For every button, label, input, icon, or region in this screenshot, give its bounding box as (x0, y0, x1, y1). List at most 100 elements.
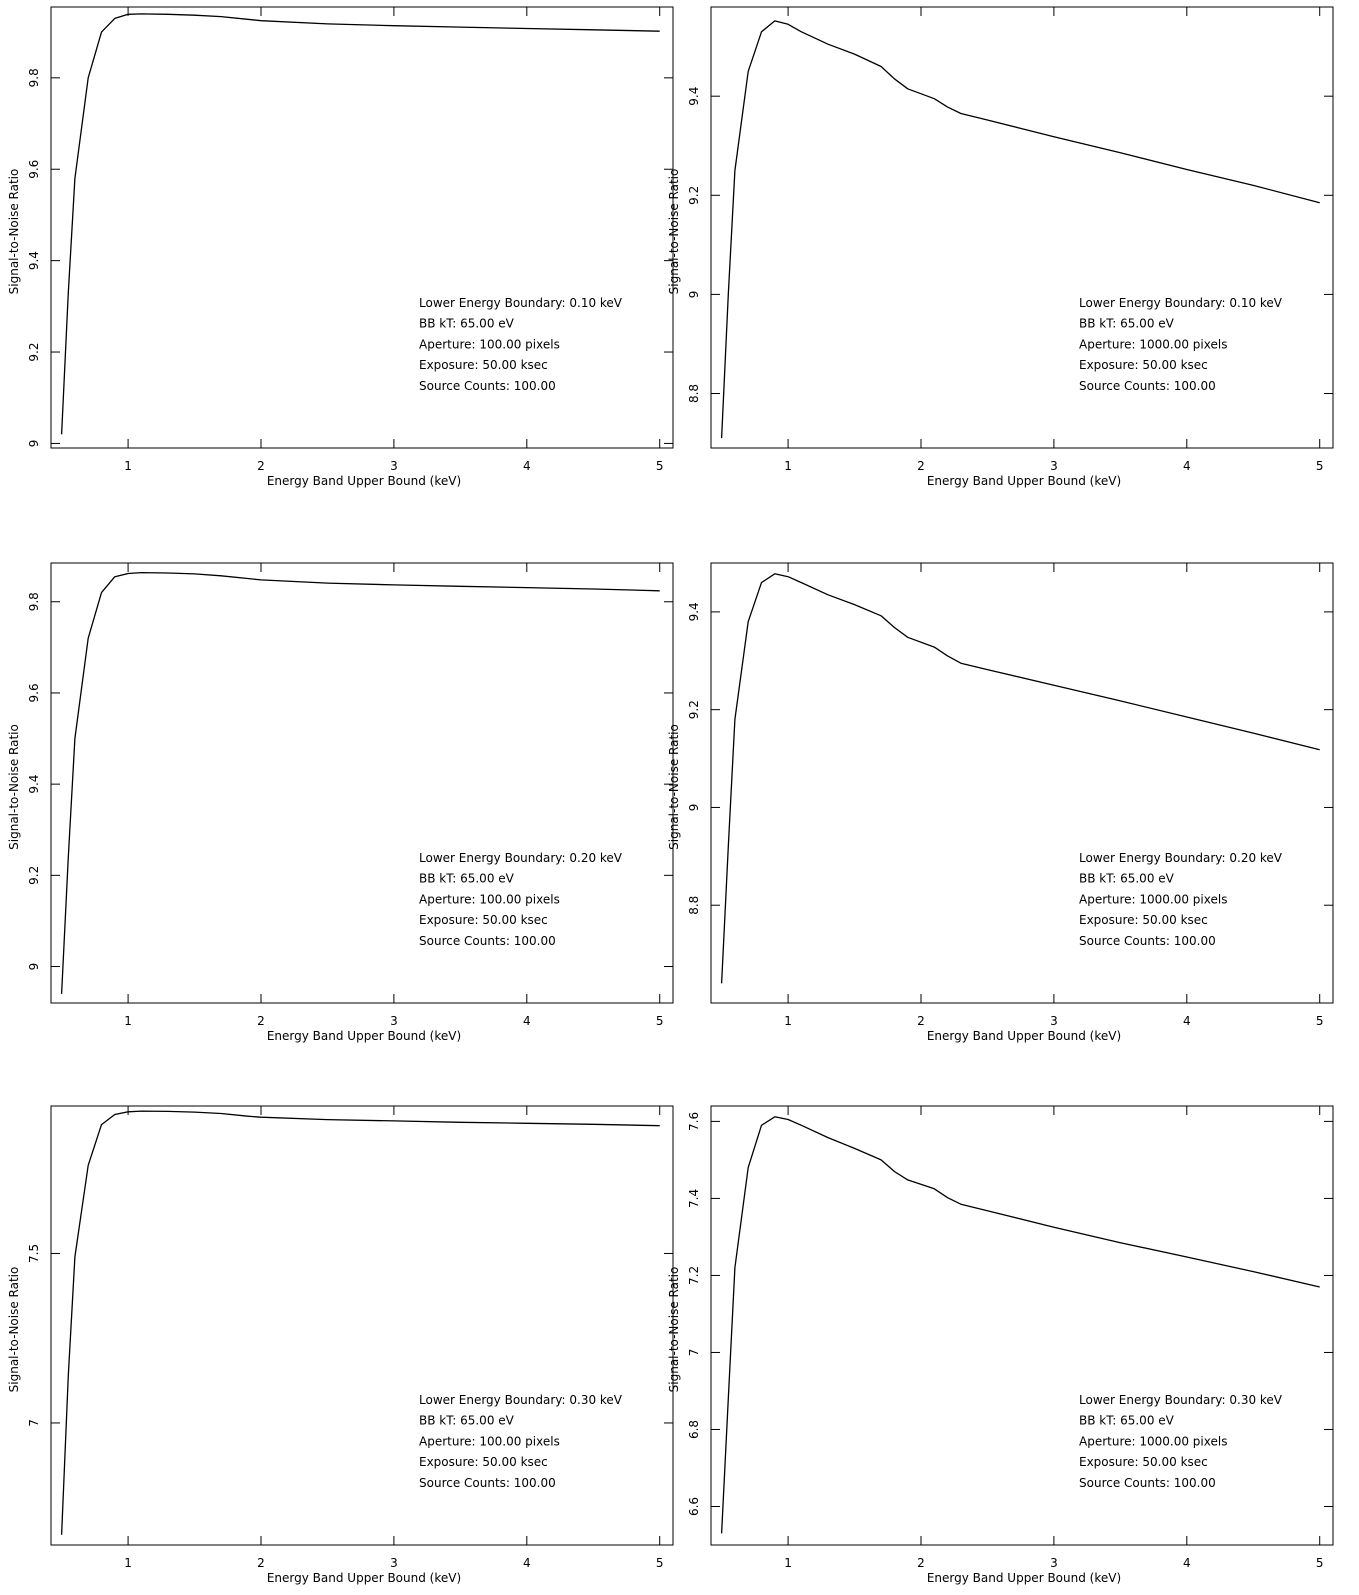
series-line-1 (720, 573, 1320, 984)
chart-panel-3: 1 2 3 4 5 9 9.2 9.4 9.6 9.8 Energy Band Upper Boun… (7, 562, 674, 1043)
x-tick-label: 2 (917, 1556, 925, 1570)
annotation-line: Lower Energy Boundary: 0.20 keV (419, 851, 623, 865)
y-tick-label: 8.8 (687, 896, 701, 915)
x-tick-label: 1 (124, 1014, 132, 1028)
x-tick-label: 5 (1316, 459, 1324, 473)
series-line-1 (60, 571, 660, 994)
x-tick-label: 2 (257, 459, 265, 473)
x-tick-label: 1 (784, 1556, 792, 1570)
annotation-line: Exposure: 50.00 ksec (419, 913, 548, 927)
chart-panel-6: 1 2 3 4 5 6.6 6.8 7 7.2 7.4 7.6 Energy Band Upper B… (667, 1105, 1334, 1585)
y-axis-label: Signal-to-Noise Ratio (7, 724, 21, 850)
x-axis-label: Energy Band Upper Bound (keV) (267, 1029, 461, 1043)
y-axis-label: Signal-to-Noise Ratio (7, 1267, 21, 1393)
x-axis-label: Energy Band Upper Bound (keV) (927, 1571, 1121, 1585)
y-tick-label: 9 (27, 440, 41, 448)
annotation-line: Aperture: 100.00 pixels (419, 892, 560, 906)
annotation-line: Lower Energy Boundary: 0.20 keV (1079, 851, 1283, 865)
x-tick-label: 2 (917, 1014, 925, 1028)
y-axis-label: Signal-to-Noise Ratio (7, 169, 21, 295)
y-tick-label: 7.5 (27, 1244, 41, 1263)
x-tick-label: 4 (523, 459, 531, 473)
annotation-line: Source Counts: 100.00 (419, 934, 556, 948)
annotation-line: Aperture: 100.00 pixels (419, 1434, 560, 1448)
x-tick-label: 2 (917, 459, 925, 473)
series-line-1 (60, 1110, 660, 1535)
annotation-line: BB kT: 65.00 eV (419, 872, 515, 886)
plot-frame (710, 1105, 1334, 1546)
x-tick-label: 3 (1050, 1556, 1058, 1570)
x-tick-label: 5 (1316, 1014, 1324, 1028)
y-tick-label: 8.8 (687, 384, 701, 403)
x-tick-label: 3 (1050, 459, 1058, 473)
x-axis-label: Energy Band Upper Bound (keV) (927, 1029, 1121, 1043)
x-tick-label: 5 (656, 1556, 664, 1570)
y-tick-label: 9.8 (27, 592, 41, 611)
x-tick-label: 2 (257, 1556, 265, 1570)
x-tick-label: 4 (1183, 459, 1191, 473)
annotation-line: Exposure: 50.00 ksec (419, 358, 548, 372)
annotation-line: BB kT: 65.00 eV (419, 317, 515, 331)
x-tick-label: 4 (523, 1014, 531, 1028)
y-axis-label: Signal-to-Noise Ratio (667, 1267, 681, 1393)
plot-frame (50, 562, 674, 1004)
annotation-line: Lower Energy Boundary: 0.10 keV (1079, 296, 1283, 310)
y-tick-label: 9.4 (687, 602, 701, 621)
x-tick-label: 4 (1183, 1014, 1191, 1028)
annotation-line: Source Counts: 100.00 (1079, 1476, 1216, 1490)
annotation-line: Aperture: 1000.00 pixels (1079, 1434, 1227, 1448)
x-tick-label: 1 (784, 459, 792, 473)
plot-frame (710, 6, 1334, 449)
chart-panel-5: 1 2 3 4 5 7 7.5 Energy Band Upper Bound (keV) Si… (7, 1105, 674, 1585)
y-tick-label: 9 (27, 963, 41, 971)
y-tick-label: 9.2 (27, 342, 41, 361)
chart-panel-4: 1 2 3 4 5 8.8 9 9.2 9.4 Energy Band Upper Bound (… (667, 562, 1334, 1043)
y-tick-label: 6.6 (687, 1497, 701, 1516)
annotation-line: Aperture: 1000.00 pixels (1079, 892, 1227, 906)
annotation-line: Exposure: 50.00 ksec (419, 1455, 548, 1469)
y-tick-label: 9 (687, 804, 701, 812)
annotation-line: Exposure: 50.00 ksec (1079, 913, 1208, 927)
y-tick-label: 9.2 (687, 186, 701, 205)
y-tick-label: 9 (687, 291, 701, 299)
y-tick-label: 7.6 (687, 1112, 701, 1131)
x-axis-label: Energy Band Upper Bound (keV) (267, 474, 461, 488)
y-tick-label: 9.6 (27, 160, 41, 179)
annotation-line: Exposure: 50.00 ksec (1079, 1455, 1208, 1469)
y-axis-label: Signal-to-Noise Ratio (667, 169, 681, 295)
series-line-1 (720, 1116, 1320, 1534)
annotation-line: Exposure: 50.00 ksec (1079, 358, 1208, 372)
y-tick-label: 9.4 (27, 251, 41, 270)
annotation-line: Lower Energy Boundary: 0.10 keV (419, 296, 623, 310)
x-tick-label: 3 (390, 459, 398, 473)
x-axis-label: Energy Band Upper Bound (keV) (927, 474, 1121, 488)
annotation-line: BB kT: 65.00 eV (419, 1414, 515, 1428)
series-line-1 (60, 13, 660, 435)
y-tick-label: 9.8 (27, 68, 41, 87)
series-line-1 (720, 20, 1320, 439)
y-tick-label: 7.2 (687, 1266, 701, 1285)
annotation-line: BB kT: 65.00 eV (1079, 872, 1175, 886)
x-tick-label: 1 (124, 1556, 132, 1570)
y-tick-label: 9.2 (687, 700, 701, 719)
annotation-line: Lower Energy Boundary: 0.30 keV (419, 1393, 623, 1407)
chart-panel-1: 1 2 3 4 5 9 9.2 9.4 9.6 9.8 Energy Band Upper Boun… (7, 6, 674, 488)
annotation-line: Source Counts: 100.00 (419, 379, 556, 393)
y-tick-label: 7 (27, 1419, 41, 1427)
plot-frame (50, 6, 674, 449)
annotation-line: BB kT: 65.00 eV (1079, 317, 1175, 331)
y-tick-label: 9.4 (687, 87, 701, 106)
y-tick-label: 7.4 (687, 1189, 701, 1208)
x-tick-label: 5 (656, 459, 664, 473)
annotation-line: Source Counts: 100.00 (1079, 379, 1216, 393)
annotation-line: Source Counts: 100.00 (1079, 934, 1216, 948)
y-tick-label: 7 (687, 1349, 701, 1357)
y-tick-label: 9.6 (27, 683, 41, 702)
plot-frame (50, 1105, 674, 1546)
annotation-line: Aperture: 1000.00 pixels (1079, 337, 1227, 351)
y-tick-label: 9.4 (27, 775, 41, 794)
annotation-line: Lower Energy Boundary: 0.30 keV (1079, 1393, 1283, 1407)
y-axis-label: Signal-to-Noise Ratio (667, 724, 681, 850)
x-tick-label: 3 (390, 1014, 398, 1028)
